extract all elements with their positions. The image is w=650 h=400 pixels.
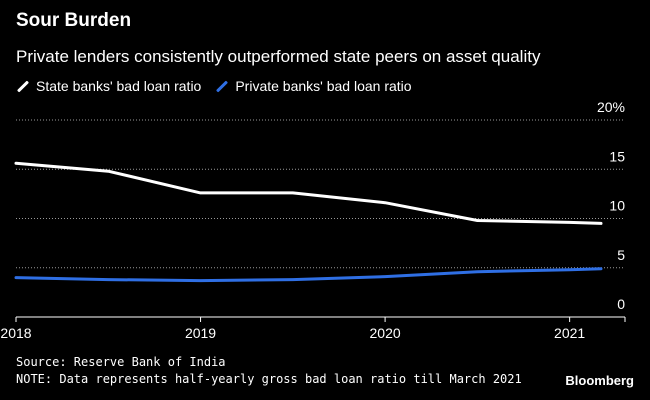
data-note: NOTE: Data represents half-yearly gross … xyxy=(16,372,522,386)
legend-item-state-banks: State banks' bad loan ratio xyxy=(16,78,201,94)
series-line-state-banks xyxy=(14,161,603,225)
chart-subtitle: Private lenders consistently outperforme… xyxy=(16,47,541,66)
series-line-private-banks xyxy=(14,267,603,283)
y-tick-label-20: 20% xyxy=(597,99,625,115)
x-tick-label-2021: 2021 xyxy=(554,325,585,341)
y-tick-label-0: 0 xyxy=(617,296,625,312)
x-tick-label-2019: 2019 xyxy=(185,325,216,341)
chart-title: Sour Burden xyxy=(16,10,132,31)
y-tick-label-15: 15 xyxy=(609,148,625,164)
bloomberg-logo: Bloomberg xyxy=(565,373,634,388)
legend-label-private-banks: Private banks' bad loan ratio xyxy=(235,78,412,94)
chart-legend: State banks' bad loan ratio Private bank… xyxy=(16,78,426,94)
source-note: Source: Reserve Bank of India xyxy=(16,355,226,369)
x-tick-label-2020: 2020 xyxy=(370,325,401,341)
y-tick-label-5: 5 xyxy=(617,247,625,263)
y-tick-label-10: 10 xyxy=(609,198,625,214)
legend-item-private-banks: Private banks' bad loan ratio xyxy=(215,78,412,94)
x-tick-label-2018: 2018 xyxy=(0,325,31,341)
legend-label-state-banks: State banks' bad loan ratio xyxy=(36,78,202,94)
